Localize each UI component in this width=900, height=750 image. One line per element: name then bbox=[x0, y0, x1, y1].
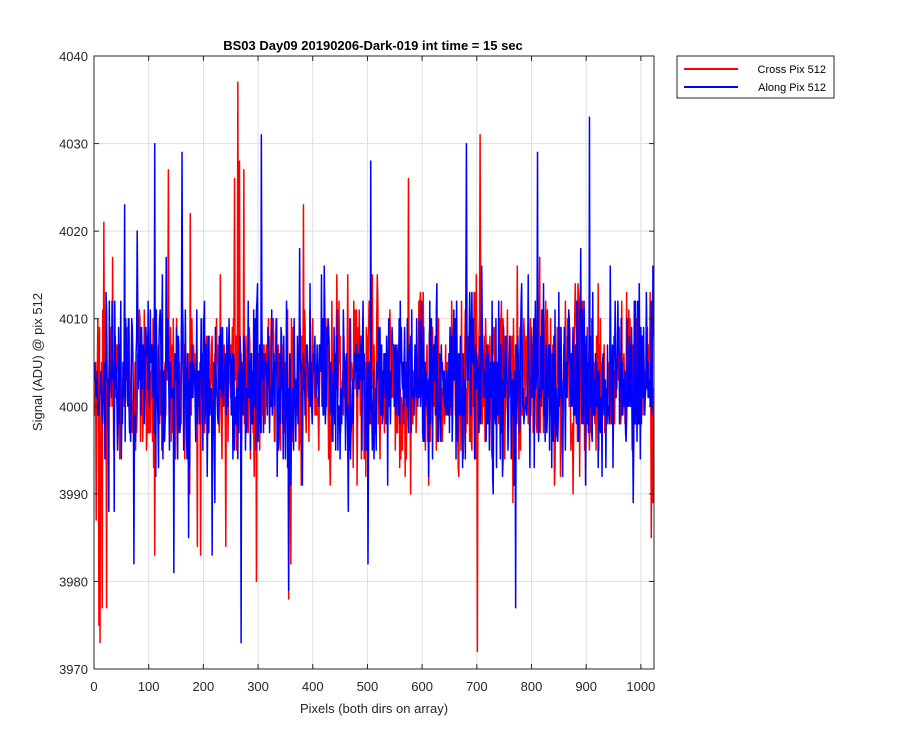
x-tick-label: 600 bbox=[411, 679, 433, 694]
chart-title: BS03 Day09 20190206-Dark-019 int time = … bbox=[223, 38, 523, 53]
series-layer bbox=[94, 81, 654, 653]
y-axis-ticks: 3970 3980 3990 4000 4010 4020 4030 4040 bbox=[59, 49, 654, 677]
x-tick-label: 300 bbox=[247, 679, 269, 694]
x-tick-label: 0 bbox=[90, 679, 97, 694]
y-axis-label: Signal (ADU) @ pix 512 bbox=[30, 293, 45, 431]
y-tick-label: 3990 bbox=[59, 487, 88, 502]
legend-box bbox=[676, 55, 835, 99]
x-tick-label: 200 bbox=[193, 679, 215, 694]
y-tick-label: 4010 bbox=[59, 312, 88, 327]
y-tick-label: 3970 bbox=[59, 662, 88, 677]
x-tick-label: 900 bbox=[575, 679, 597, 694]
y-tick-label: 4020 bbox=[59, 224, 88, 239]
x-tick-label: 500 bbox=[357, 679, 379, 694]
x-axis-ticks: 0 100 200 300 400 500 600 700 800 900 1000 bbox=[90, 56, 655, 694]
series-line-along-pix-512 bbox=[94, 116, 654, 644]
legend: Cross Pix 512 Along Pix 512 bbox=[676, 55, 835, 99]
x-tick-label: 800 bbox=[521, 679, 543, 694]
legend-label-along: Along Pix 512 bbox=[758, 82, 826, 94]
x-tick-label: 100 bbox=[138, 679, 160, 694]
x-tick-label: 700 bbox=[466, 679, 488, 694]
y-tick-label: 4030 bbox=[59, 137, 88, 152]
axes-box bbox=[93, 55, 655, 670]
y-tick-label: 4000 bbox=[59, 399, 88, 414]
x-tick-label: 1000 bbox=[626, 679, 655, 694]
legend-label-cross: Cross Pix 512 bbox=[758, 64, 826, 76]
y-tick-label: 3980 bbox=[59, 574, 88, 589]
x-tick-label: 400 bbox=[302, 679, 324, 694]
x-axis-label: Pixels (both dirs on array) bbox=[300, 701, 448, 716]
y-tick-label: 4040 bbox=[59, 49, 88, 64]
